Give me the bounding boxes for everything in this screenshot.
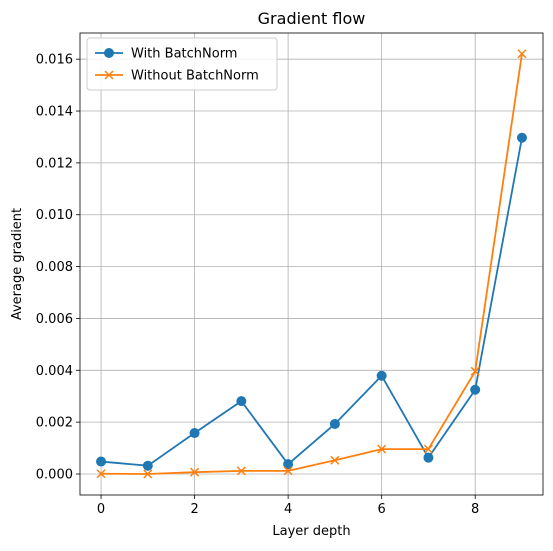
data-point [423,444,433,454]
x-axis-label: Layer depth [272,524,350,539]
x-tick-label: 4 [284,502,292,517]
series-1 [96,49,527,479]
data-point [96,456,107,467]
data-point [516,132,527,143]
data-point-stroke-b [96,469,106,479]
y-tick-label: 0.016 [36,53,73,68]
data-point-stroke-b [236,466,246,476]
legend: With BatchNorm Without BatchNorm [86,37,278,91]
y-ticks: 0.000 0.002 0.004 0.006 0.008 0.010 0.012 0.014… [36,53,80,483]
x-tick-label: 0 [97,502,105,517]
data-point [423,452,434,463]
data-point [236,396,247,407]
legend-marker-stroke-b [104,70,114,80]
axes [79,32,544,496]
y-tick-label: 0.010 [36,208,73,223]
data-point [470,366,480,376]
data-point [96,469,106,479]
data-point [517,49,527,59]
y-tick-label: 0.014 [36,105,73,120]
data-point [142,460,153,471]
legend-item: Without BatchNorm [95,69,259,84]
y-axis-label: Average gradient [10,208,25,320]
data-point-stroke-b [470,366,480,376]
x-ticks: 0 2 4 6 8 [97,495,479,517]
data-point-stroke-b [517,49,527,59]
y-tick-label: 0.012 [36,156,73,171]
legend-label: Without BatchNorm [131,69,259,84]
series-0 [96,132,527,471]
y-tick-label: 0.000 [36,468,73,483]
x-tick-label: 8 [471,502,479,517]
data-point [470,384,481,395]
plot-frame [79,32,544,496]
data-point [143,469,153,479]
legend-marker [104,48,114,58]
data-point [283,466,293,476]
legend-label: With BatchNorm [131,47,237,62]
y-tick-label: 0.004 [36,364,73,379]
data-point-stroke-b [143,469,153,479]
grid [80,33,543,495]
legend-item: With BatchNorm [95,47,237,62]
legend-marker [104,70,114,80]
data-point [377,444,387,454]
x-tick-label: 2 [190,502,198,517]
data-point [329,418,340,429]
data-point-stroke-b [283,466,293,476]
data-point [189,428,200,439]
data-point [376,370,387,381]
series-layer [96,49,527,479]
y-tick-label: 0.006 [36,312,73,327]
y-tick-label: 0.008 [36,260,73,275]
x-tick-label: 6 [378,502,386,517]
data-point [283,459,294,470]
legend-box [86,37,278,91]
series-line [101,53,523,475]
data-point-stroke-b [330,455,340,465]
data-point-stroke-b [377,444,387,454]
y-tick-label: 0.002 [36,416,73,431]
data-point [236,466,246,476]
chart-title: Gradient flow [258,9,366,28]
data-point [330,455,340,465]
data-point [190,467,200,477]
series-line [100,137,523,467]
data-point-stroke-b [190,467,200,477]
data-point-stroke-b [423,444,433,454]
